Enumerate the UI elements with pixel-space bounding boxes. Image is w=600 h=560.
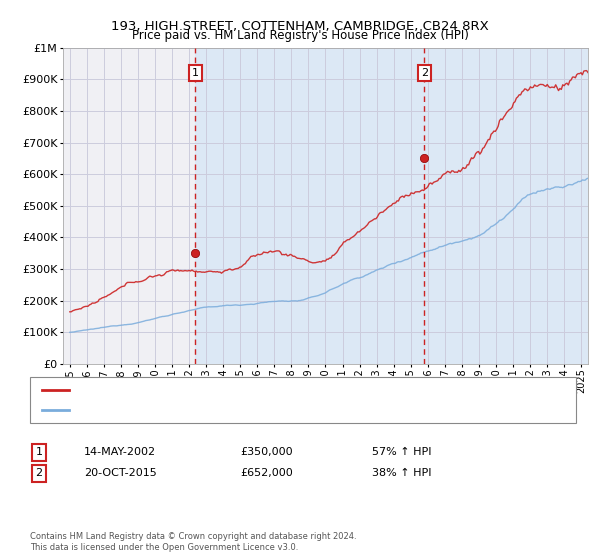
Text: 57% ↑ HPI: 57% ↑ HPI <box>372 447 431 458</box>
Text: 2: 2 <box>35 468 43 478</box>
Text: 38% ↑ HPI: 38% ↑ HPI <box>372 468 431 478</box>
Bar <box>196 48 600 364</box>
Text: 20-OCT-2015: 20-OCT-2015 <box>84 468 157 478</box>
Text: £652,000: £652,000 <box>240 468 293 478</box>
Text: 1: 1 <box>35 447 43 458</box>
Text: HPI: Average price, detached house, South Cambridgeshire: HPI: Average price, detached house, Sout… <box>75 405 371 415</box>
Text: 2: 2 <box>421 68 428 78</box>
Text: 193, HIGH STREET, COTTENHAM, CAMBRIDGE, CB24 8RX (detached house): 193, HIGH STREET, COTTENHAM, CAMBRIDGE, … <box>75 385 450 395</box>
Text: Contains HM Land Registry data © Crown copyright and database right 2024.
This d: Contains HM Land Registry data © Crown c… <box>30 532 356 552</box>
Text: 1: 1 <box>192 68 199 78</box>
Text: 14-MAY-2002: 14-MAY-2002 <box>84 447 156 458</box>
Text: Price paid vs. HM Land Registry's House Price Index (HPI): Price paid vs. HM Land Registry's House … <box>131 29 469 42</box>
Text: 193, HIGH STREET, COTTENHAM, CAMBRIDGE, CB24 8RX: 193, HIGH STREET, COTTENHAM, CAMBRIDGE, … <box>111 20 489 32</box>
Text: £350,000: £350,000 <box>240 447 293 458</box>
